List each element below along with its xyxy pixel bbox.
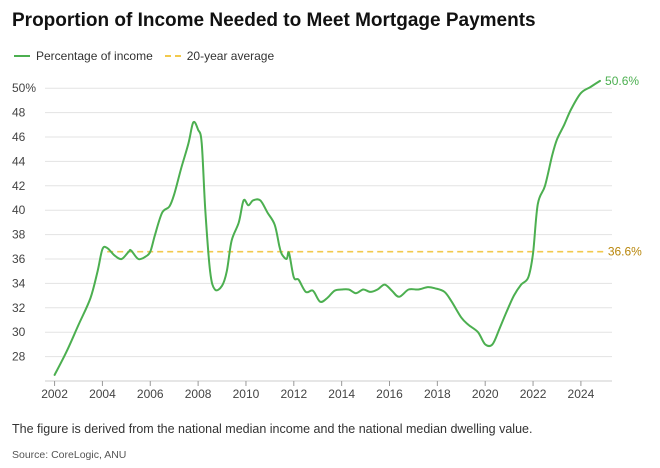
x-tick-label-2014: 2014 xyxy=(328,387,355,401)
x-tick-label-2002: 2002 xyxy=(41,387,68,401)
x-tick-label-2008: 2008 xyxy=(185,387,212,401)
x-tick-label-2018: 2018 xyxy=(424,387,451,401)
average-end-label: 36.6% xyxy=(608,245,642,259)
x-tick-label-2022: 2022 xyxy=(520,387,547,401)
series-line-percentage xyxy=(53,79,601,376)
legend-swatch-dashed xyxy=(164,55,181,57)
x-tick-label-2024: 2024 xyxy=(568,387,595,401)
legend-item-percentage: Percentage of income xyxy=(14,49,153,63)
y-tick-label-40: 40 xyxy=(12,203,26,217)
y-tick-label-50: 50% xyxy=(12,81,36,95)
series-end-label: 50.6% xyxy=(605,74,639,88)
x-tick-label-2020: 2020 xyxy=(472,387,499,401)
chart-title: Proportion of Income Needed to Meet Mort… xyxy=(12,10,536,31)
chart-source: Source: CoreLogic, ANU xyxy=(12,449,127,461)
legend-item-average: 20-year average xyxy=(164,49,275,63)
y-tick-label-44: 44 xyxy=(12,154,26,168)
y-tick-label-34: 34 xyxy=(12,276,26,290)
y-tick-label-36: 36 xyxy=(12,252,26,266)
y-tick-label-30: 30 xyxy=(12,325,26,339)
y-tick-label-32: 32 xyxy=(12,301,26,315)
x-tick-label-2006: 2006 xyxy=(137,387,164,401)
legend-label-average: 20-year average xyxy=(186,49,275,63)
chart-note: The figure is derived from the national … xyxy=(12,422,533,436)
y-tick-label-48: 48 xyxy=(12,106,26,120)
x-tick-label-2012: 2012 xyxy=(280,387,307,401)
y-tick-label-46: 46 xyxy=(12,130,26,144)
y-tick-label-42: 42 xyxy=(12,179,26,193)
legend-label-percentage: Percentage of income xyxy=(36,49,153,63)
x-tick-label-2016: 2016 xyxy=(376,387,403,401)
y-tick-label-28: 28 xyxy=(12,350,26,364)
x-tick-label-2004: 2004 xyxy=(89,387,116,401)
x-tick-label-2010: 2010 xyxy=(233,387,260,401)
legend: Percentage of income 20-year average xyxy=(14,49,286,63)
y-tick-label-38: 38 xyxy=(12,228,26,242)
legend-swatch-line xyxy=(14,55,30,57)
